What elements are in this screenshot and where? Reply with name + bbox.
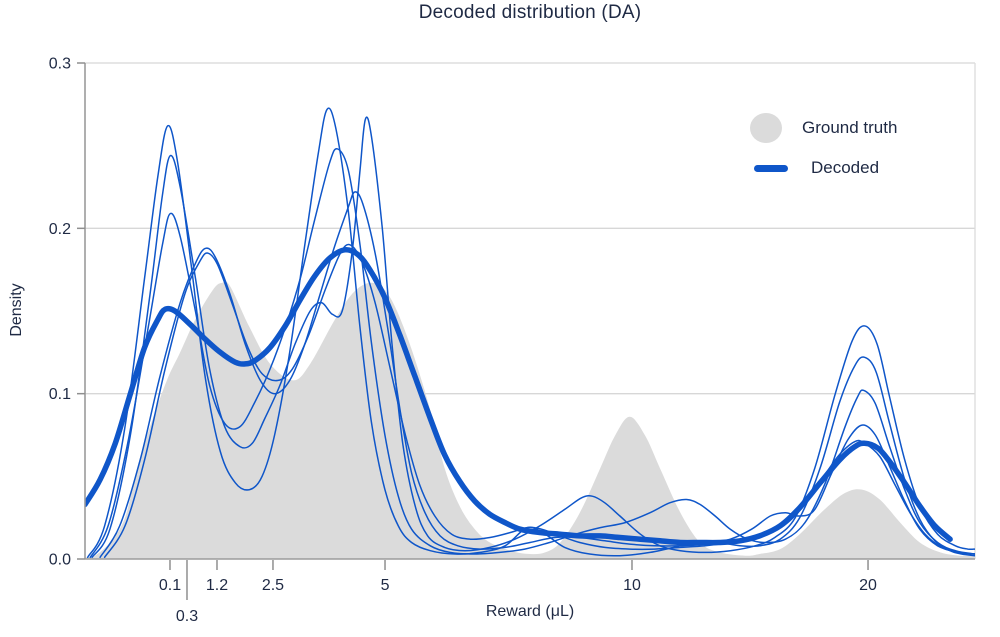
x-tick-label: 0.3 [176, 608, 198, 625]
decoded-seed-line [89, 147, 975, 559]
ground-truth-area [85, 281, 975, 559]
x-tick-label: 1.2 [206, 577, 228, 594]
x-axis-title: Reward (μL) [485, 603, 575, 620]
decoded-seed-line [103, 243, 975, 559]
x-tick-label: 20 [859, 577, 877, 594]
decoded-seed-line [86, 107, 975, 559]
legend-item-decoded: Decoded [750, 150, 897, 186]
y-tick-label: 0.0 [49, 552, 71, 569]
decoded-swatch-icon [754, 164, 788, 172]
y-axis-title: Density [8, 283, 25, 337]
decoded-line [85, 246, 953, 546]
y-tick-label: 0.1 [49, 386, 71, 403]
x-tick-label: 10 [623, 577, 641, 594]
legend-item-ground-truth: Ground truth [750, 110, 897, 146]
ground-truth-swatch-icon [750, 113, 782, 143]
legend-label-ground-truth: Ground truth [802, 118, 898, 137]
chart-title: Decoded distribution (DA) [418, 2, 642, 23]
y-tick-label: 0.3 [49, 56, 71, 73]
legend-label-decoded: Decoded [811, 158, 880, 177]
x-tick-label: 2.5 [262, 577, 284, 594]
legend: Ground truth Decoded [750, 110, 897, 190]
x-tick-label: 5 [381, 577, 390, 594]
x-tick-label: 0.1 [159, 577, 181, 594]
y-tick-label: 0.2 [49, 221, 71, 238]
